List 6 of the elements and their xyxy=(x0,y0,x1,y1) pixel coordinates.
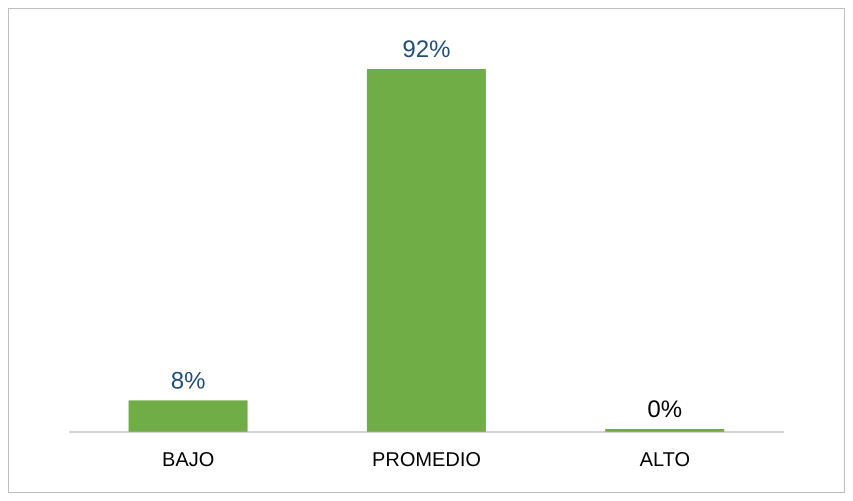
data-label: 92% xyxy=(402,36,450,63)
data-label: 0% xyxy=(647,396,682,423)
x-tick-label: PROMEDIO xyxy=(372,449,481,472)
x-tick-label: BAJO xyxy=(162,449,214,472)
data-label: 8% xyxy=(170,367,206,394)
x-tick-label: ALTO xyxy=(640,449,690,472)
